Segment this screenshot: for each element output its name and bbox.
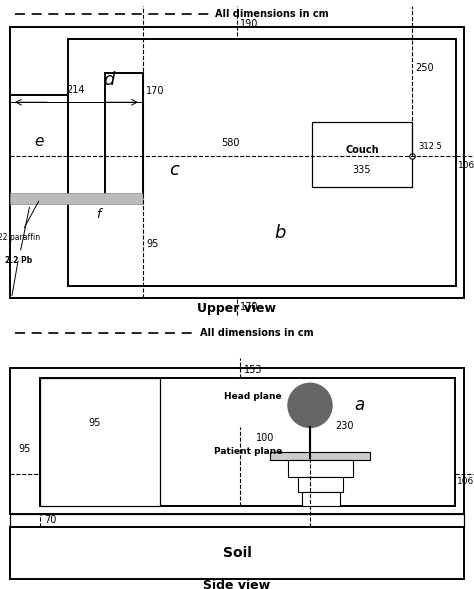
Text: 22 paraffin: 22 paraffin	[0, 201, 40, 242]
Text: $\it{c}$: $\it{c}$	[169, 161, 181, 180]
Text: 170: 170	[146, 86, 164, 96]
Text: 230: 230	[336, 422, 354, 431]
Text: 580: 580	[221, 138, 239, 148]
Bar	[288, 459, 353, 477]
Text: 95: 95	[19, 444, 31, 454]
Bar	[302, 492, 340, 506]
Text: 106: 106	[458, 161, 474, 170]
Text: Upper view: Upper view	[198, 303, 276, 316]
Bar	[10, 514, 464, 527]
Text: 100: 100	[256, 434, 274, 444]
Text: Soil: Soil	[223, 546, 251, 560]
Text: 70: 70	[44, 515, 56, 525]
Text: All dimensions in cm: All dimensions in cm	[215, 9, 328, 19]
Bar	[298, 477, 343, 492]
Text: 170: 170	[240, 302, 258, 312]
Text: Head plane: Head plane	[224, 392, 282, 401]
Text: $\it{f}$: $\it{f}$	[96, 207, 104, 220]
Text: 95: 95	[146, 239, 158, 249]
Text: 95: 95	[89, 418, 101, 428]
Text: 190: 190	[240, 19, 258, 29]
Bar	[40, 378, 455, 506]
Text: 312.5: 312.5	[418, 142, 442, 151]
Text: 2.2 Pb: 2.2 Pb	[5, 207, 32, 264]
Text: $\it{b}$: $\it{b}$	[273, 224, 286, 242]
Text: 106: 106	[457, 477, 474, 486]
Text: Couch: Couch	[345, 145, 379, 155]
Text: 153: 153	[244, 365, 263, 375]
Bar	[10, 27, 464, 297]
Bar	[105, 72, 143, 196]
Circle shape	[288, 383, 332, 428]
Bar	[312, 121, 412, 187]
Text: 250: 250	[415, 63, 434, 73]
Text: 214: 214	[67, 85, 85, 95]
Bar	[68, 39, 456, 286]
Text: 335: 335	[353, 166, 371, 176]
Text: $\it{d}$: $\it{d}$	[103, 71, 117, 88]
Text: $\it{e}$: $\it{e}$	[34, 134, 45, 150]
Bar	[10, 368, 464, 514]
Text: Patient plane: Patient plane	[214, 447, 282, 456]
Bar	[10, 95, 68, 196]
Text: All dimensions in cm: All dimensions in cm	[200, 328, 314, 338]
Bar	[10, 527, 464, 579]
Bar	[270, 452, 370, 459]
Bar	[40, 378, 160, 506]
Text: Side view: Side view	[203, 580, 271, 589]
Text: $\it{a}$: $\it{a}$	[355, 396, 365, 415]
Bar	[10, 193, 143, 204]
